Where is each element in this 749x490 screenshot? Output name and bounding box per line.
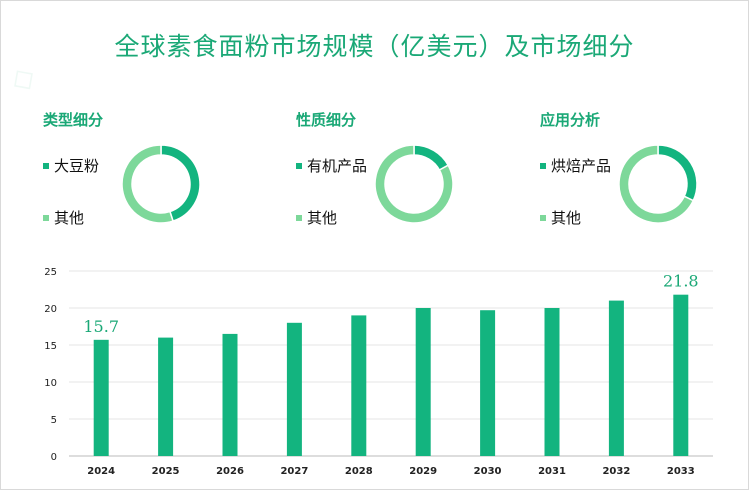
bar [93, 339, 109, 456]
panel-type-segment: 类型细分 大豆粉 其他 [43, 109, 273, 234]
legend-item-secondary: 其他 [296, 207, 337, 228]
legend-swatch [540, 162, 546, 169]
legend-label: 其他 [54, 209, 85, 227]
legend-item-primary: 烘焙产品 [540, 155, 611, 176]
x-tick-label: 2030 [474, 466, 502, 477]
legend-label: 其他 [307, 209, 338, 227]
x-tick-label: 2032 [602, 466, 630, 477]
legend-swatch [43, 214, 49, 221]
legend-swatch [540, 214, 546, 221]
bar [544, 308, 560, 456]
x-tick-label: 2024 [87, 466, 115, 477]
x-tick-label: 2033 [667, 466, 695, 477]
panel-title: 类型细分 [43, 111, 104, 129]
y-tick-label: 0 [51, 452, 57, 463]
y-tick-label: 15 [44, 341, 57, 352]
legend-item-primary: 大豆粉 [43, 155, 99, 176]
bar [351, 315, 367, 456]
bar [480, 310, 496, 456]
x-tick-label: 2028 [345, 466, 373, 477]
bar [415, 308, 431, 456]
legend-swatch [296, 162, 302, 169]
legend-label: 有机产品 [307, 157, 368, 175]
chart-title: 全球素食面粉市场规模（亿美元）及市场细分 [114, 32, 635, 61]
donut-slice [374, 144, 454, 224]
bar [222, 333, 238, 456]
panel-application-analysis: 应用分析 烘焙产品 其他 [540, 109, 748, 234]
x-tick-label: 2025 [152, 466, 180, 477]
donut-chart [374, 144, 454, 224]
x-tick-label: 2027 [280, 466, 308, 477]
y-tick-label: 5 [51, 415, 57, 426]
panel-nature-segment: 性质细分 有机产品 其他 [296, 109, 526, 234]
bar [158, 337, 174, 456]
donut-chart [618, 144, 698, 224]
bar [673, 294, 689, 456]
bar [286, 322, 302, 456]
y-tick-label: 20 [44, 304, 57, 315]
legend-swatch [43, 162, 49, 169]
y-tick-label: 10 [44, 378, 57, 389]
donut-slice [618, 144, 695, 224]
panel-title: 性质细分 [296, 111, 357, 129]
donut-chart [121, 144, 201, 224]
legend-swatch [296, 214, 302, 221]
data-label: 21.8 [663, 272, 699, 291]
x-tick-label: 2029 [409, 466, 437, 477]
legend-label: 其他 [551, 209, 582, 227]
legend-item-secondary: 其他 [43, 207, 84, 228]
x-tick-label: 2031 [538, 466, 566, 477]
legend-label: 烘焙产品 [551, 157, 612, 175]
y-tick-label: 25 [44, 267, 57, 278]
legend-item-primary: 有机产品 [296, 155, 367, 176]
legend-item-secondary: 其他 [540, 207, 581, 228]
legend-label: 大豆粉 [54, 157, 100, 175]
bar [608, 300, 624, 456]
data-label: 15.7 [83, 317, 119, 336]
x-tick-label: 2026 [216, 466, 244, 477]
panel-title: 应用分析 [540, 111, 601, 129]
donut-slice [121, 144, 174, 224]
